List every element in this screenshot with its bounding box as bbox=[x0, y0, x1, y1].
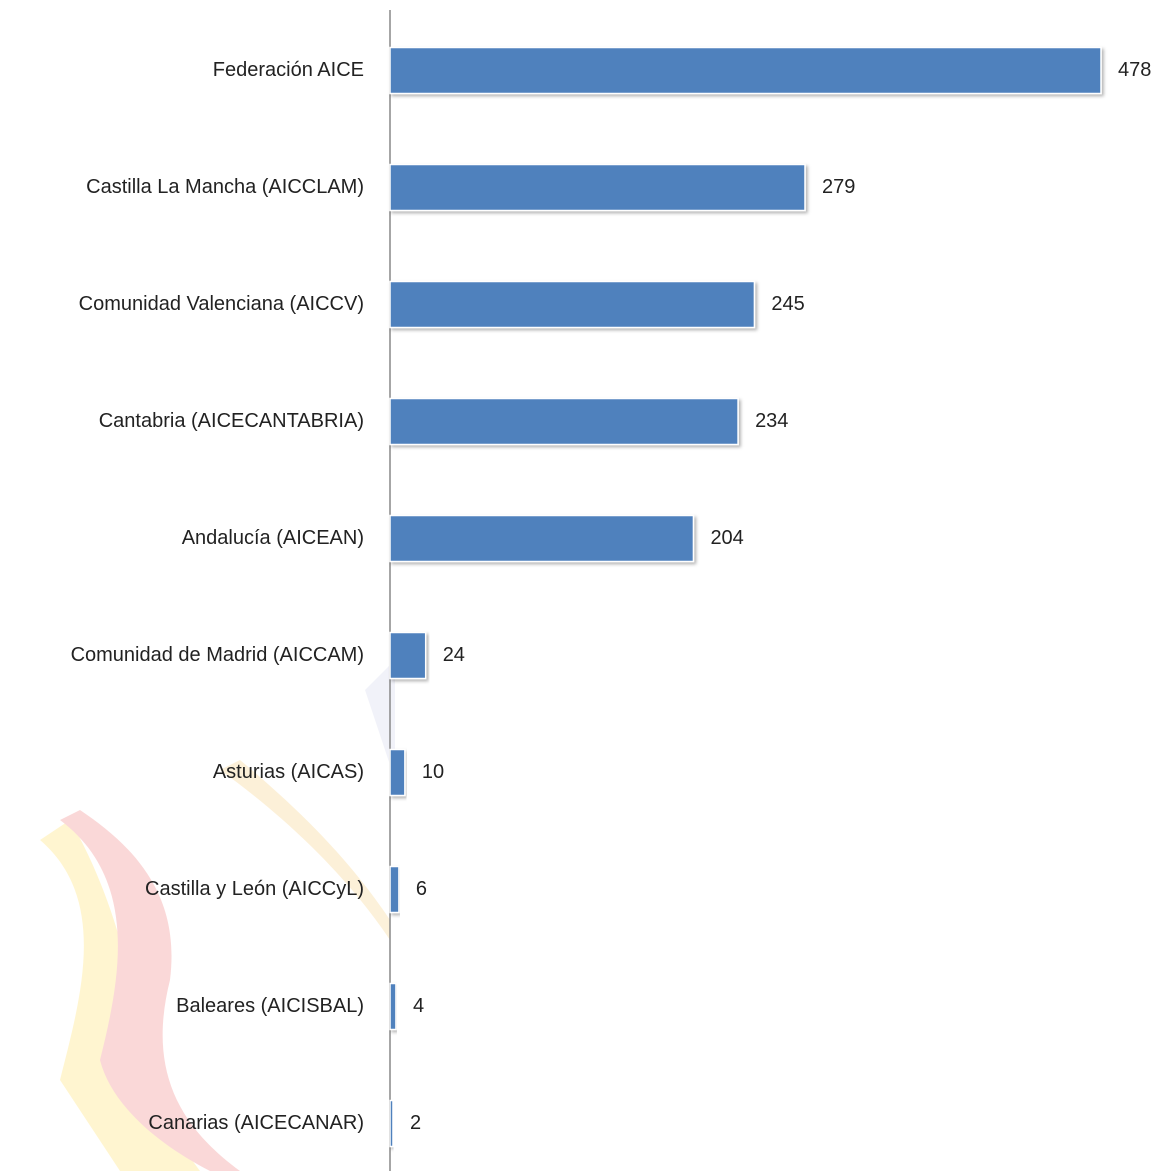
category-label: Castilla y León (AICCyL) bbox=[145, 878, 364, 900]
category-label: Asturias (AICAS) bbox=[213, 761, 364, 783]
bar bbox=[389, 514, 695, 563]
value-label: 10 bbox=[422, 761, 444, 783]
bar bbox=[389, 865, 400, 914]
value-label: 24 bbox=[443, 644, 465, 666]
bar bbox=[389, 163, 806, 212]
category-label: Cantabria (AICECANTABRIA) bbox=[99, 410, 364, 432]
category-label: Federación AICE bbox=[213, 59, 364, 81]
bar bbox=[389, 46, 1102, 95]
bar bbox=[389, 1099, 394, 1148]
value-label: 4 bbox=[413, 995, 424, 1017]
category-label: Canarias (AICECANAR) bbox=[148, 1112, 364, 1134]
value-label: 2 bbox=[410, 1112, 421, 1134]
watermark bbox=[40, 660, 395, 1171]
bar bbox=[389, 280, 756, 329]
category-label: Comunidad de Madrid (AICCAM) bbox=[71, 644, 364, 666]
category-label: Baleares (AICISBAL) bbox=[176, 995, 364, 1017]
value-label: 478 bbox=[1118, 59, 1151, 81]
bar bbox=[389, 982, 397, 1031]
value-label: 234 bbox=[755, 410, 788, 432]
value-label: 204 bbox=[710, 527, 743, 549]
category-label: Comunidad Valenciana (AICCV) bbox=[79, 293, 364, 315]
category-label: Castilla La Mancha (AICCLAM) bbox=[86, 176, 364, 198]
value-label: 245 bbox=[771, 293, 804, 315]
value-label: 6 bbox=[416, 878, 427, 900]
value-label: 279 bbox=[822, 176, 855, 198]
bar bbox=[389, 748, 406, 797]
category-label: Andalucía (AICEAN) bbox=[182, 527, 364, 549]
bar bbox=[389, 397, 739, 446]
bar bbox=[389, 631, 427, 680]
